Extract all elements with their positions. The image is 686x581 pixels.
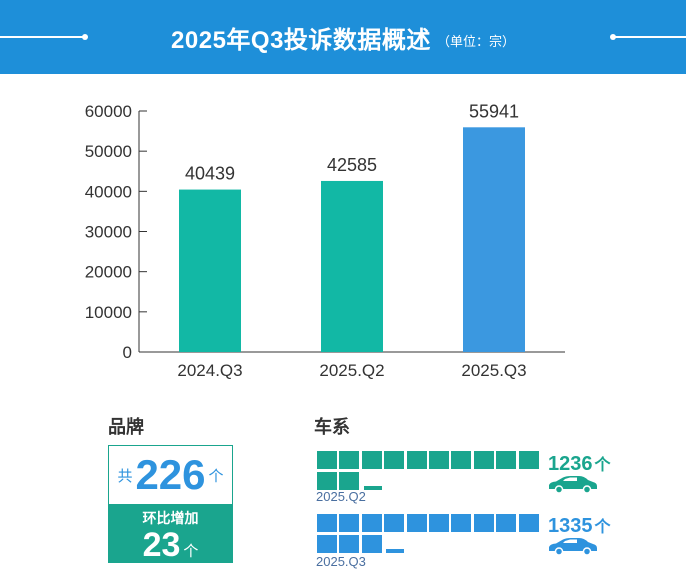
- y-tick-label: 40000: [85, 182, 132, 201]
- brand-change-unit: 个: [183, 543, 199, 560]
- category-label: 2024.Q3: [177, 361, 242, 380]
- y-tick-label: 60000: [85, 102, 132, 121]
- brand-total-value: 226: [135, 451, 206, 498]
- pictogram-partial: [386, 549, 405, 553]
- pictogram-square: [429, 514, 449, 532]
- unit-note: （单位：宗）: [436, 33, 515, 49]
- series-q2-count-unit: 个: [594, 457, 611, 474]
- y-tick-label: 10000: [85, 303, 132, 322]
- value-label: 55941: [469, 101, 519, 121]
- y-tick-label: 30000: [85, 223, 132, 242]
- pictogram-square: [339, 451, 360, 469]
- y-axis-ticks: 0 10000 20000 30000 40000 50000 60000: [85, 102, 147, 362]
- pictogram-square: [384, 514, 405, 532]
- brand-change-label: 环比增加: [142, 510, 199, 526]
- pictogram-square: [518, 514, 539, 532]
- value-label: 42585: [327, 155, 377, 175]
- page-title-group: 2025年Q3投诉数据概述 （单位：宗）: [0, 0, 686, 74]
- pictogram-square: [451, 514, 472, 532]
- car-icon: [549, 476, 597, 494]
- pictogram-square: [451, 451, 472, 469]
- series-q2-count: 1236 个: [548, 451, 611, 476]
- series-q3-period: 2025.Q3: [316, 554, 366, 569]
- header-banner: [0, 0, 686, 74]
- car-icon: [549, 538, 597, 556]
- pictogram-square: [317, 472, 337, 490]
- pictogram-square: [317, 451, 337, 469]
- value-labels: 40439 42585 55941: [185, 101, 519, 183]
- pictogram-square: [384, 451, 405, 469]
- bar-2025.Q3: [463, 127, 525, 352]
- decorative-dot-right: [610, 34, 616, 40]
- brand-total: 共 226 个: [109, 446, 232, 504]
- pictogram-square: [339, 535, 360, 553]
- brand-total-unit: 个: [208, 467, 224, 485]
- pictogram-square: [496, 514, 517, 532]
- category-label: 2025.Q3: [461, 361, 526, 380]
- brand-change: 环比增加 23 个: [109, 504, 232, 564]
- pictogram-square: [361, 535, 382, 553]
- pictogram-square: [518, 451, 539, 469]
- pictogram-square: [406, 451, 427, 469]
- complaints-bar-chart: 0 10000 20000 30000 40000 50000 60000 40439 425…: [85, 101, 565, 380]
- pictogram-square: [361, 451, 382, 469]
- pictogram-square: [339, 514, 360, 532]
- pictogram-partial: [363, 486, 382, 490]
- decorative-line-right: [614, 36, 686, 38]
- decorative-line-left: [0, 36, 84, 38]
- bars: [179, 127, 525, 352]
- pictogram-square: [429, 451, 449, 469]
- series-q2-period: 2025.Q2: [316, 489, 366, 504]
- series-q3-count-value: 1335: [548, 515, 593, 537]
- pictogram-square: [339, 472, 360, 490]
- y-tick-label: 0: [123, 343, 132, 362]
- pictogram-square: [406, 514, 427, 532]
- pictogram-square: [317, 535, 337, 553]
- category-labels: 2024.Q3 2025.Q2 2025.Q3: [177, 361, 526, 380]
- brand-summary-card: 共 226 个 环比增加 23 个: [108, 445, 233, 564]
- y-tick-label: 50000: [85, 142, 132, 161]
- bar-2025.Q2: [321, 180, 383, 352]
- pictogram-square: [473, 451, 494, 469]
- pictogram-square: [317, 514, 337, 532]
- bar-2024.Q3: [179, 189, 241, 352]
- pictogram-square: [361, 514, 382, 532]
- brand-total-prefix: 共: [117, 467, 133, 485]
- series-section-title: 车系: [314, 417, 350, 437]
- series-q3-count-unit: 个: [594, 519, 611, 536]
- y-tick-label: 20000: [85, 263, 132, 282]
- series-q3-count: 1335 个: [548, 513, 611, 538]
- brand-change-value: 23: [142, 526, 181, 564]
- pictogram-square: [496, 451, 517, 469]
- value-label: 40439: [185, 164, 235, 184]
- decorative-dot-left: [82, 34, 88, 40]
- category-label: 2025.Q2: [319, 361, 384, 380]
- page-title: 2025年Q3投诉数据概述: [171, 26, 431, 54]
- brand-section-title: 品牌: [108, 417, 144, 437]
- pictogram-square: [473, 514, 494, 532]
- series-q2-count-value: 1236: [548, 453, 593, 475]
